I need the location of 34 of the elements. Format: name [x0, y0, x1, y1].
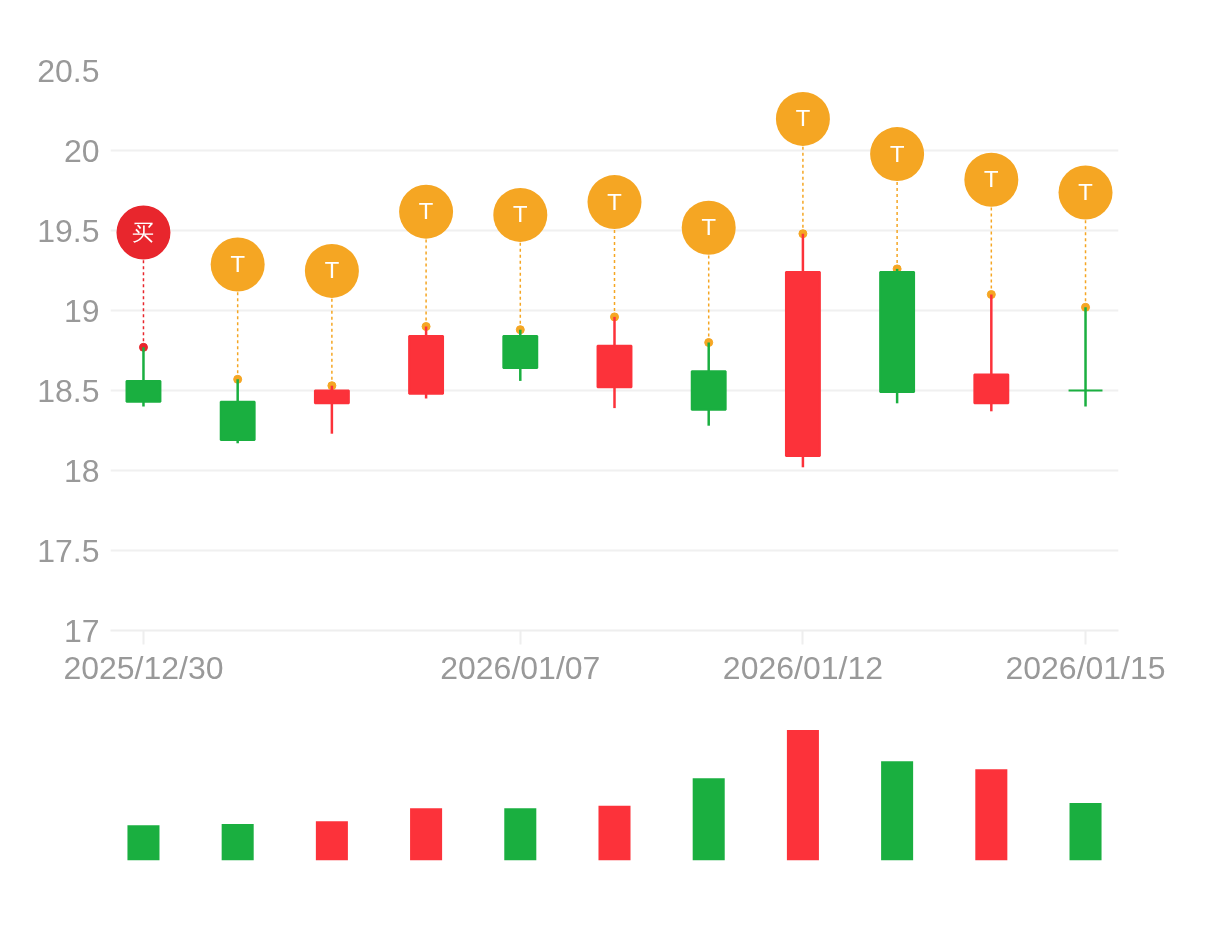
annotation: T — [1077, 180, 1093, 205]
annotation: T — [512, 202, 528, 228]
annotation: T — [983, 167, 999, 193]
annotation: T — [324, 258, 340, 284]
y-tick-label: 17.5 — [37, 532, 100, 569]
y-tick-label: 20.5 — [37, 52, 100, 89]
bar — [881, 761, 914, 861]
x-tick-label: 2025/12/30 — [63, 649, 224, 686]
annotation: T — [795, 106, 811, 132]
bar — [504, 808, 537, 861]
annotation: T — [418, 199, 434, 225]
bar — [221, 823, 254, 861]
y-tick-label: 17 — [63, 612, 100, 649]
bar — [410, 808, 443, 861]
annotation: T — [889, 141, 905, 167]
annotation: T — [606, 189, 622, 215]
annotation: 买 — [132, 220, 155, 245]
x-tick-label: 2026/01/12 — [722, 649, 883, 686]
bar — [127, 825, 160, 861]
y-tick-label: 19.5 — [37, 212, 100, 249]
bar — [1069, 803, 1102, 861]
y-tick-label: 18 — [63, 452, 100, 489]
annotation: T — [229, 252, 245, 277]
bar — [786, 730, 819, 861]
x-tick-label: 2026/01/15 — [1005, 649, 1166, 686]
annotation: T — [700, 215, 716, 241]
bar — [598, 805, 631, 861]
y-tick-label: 18.5 — [37, 372, 100, 409]
bar — [692, 778, 725, 861]
bar — [315, 821, 348, 861]
x-tick-label: 2026/01/07 — [440, 649, 601, 686]
y-tick-label: 19 — [63, 292, 100, 329]
y-tick-label: 20 — [63, 132, 100, 169]
bar — [975, 769, 1008, 861]
